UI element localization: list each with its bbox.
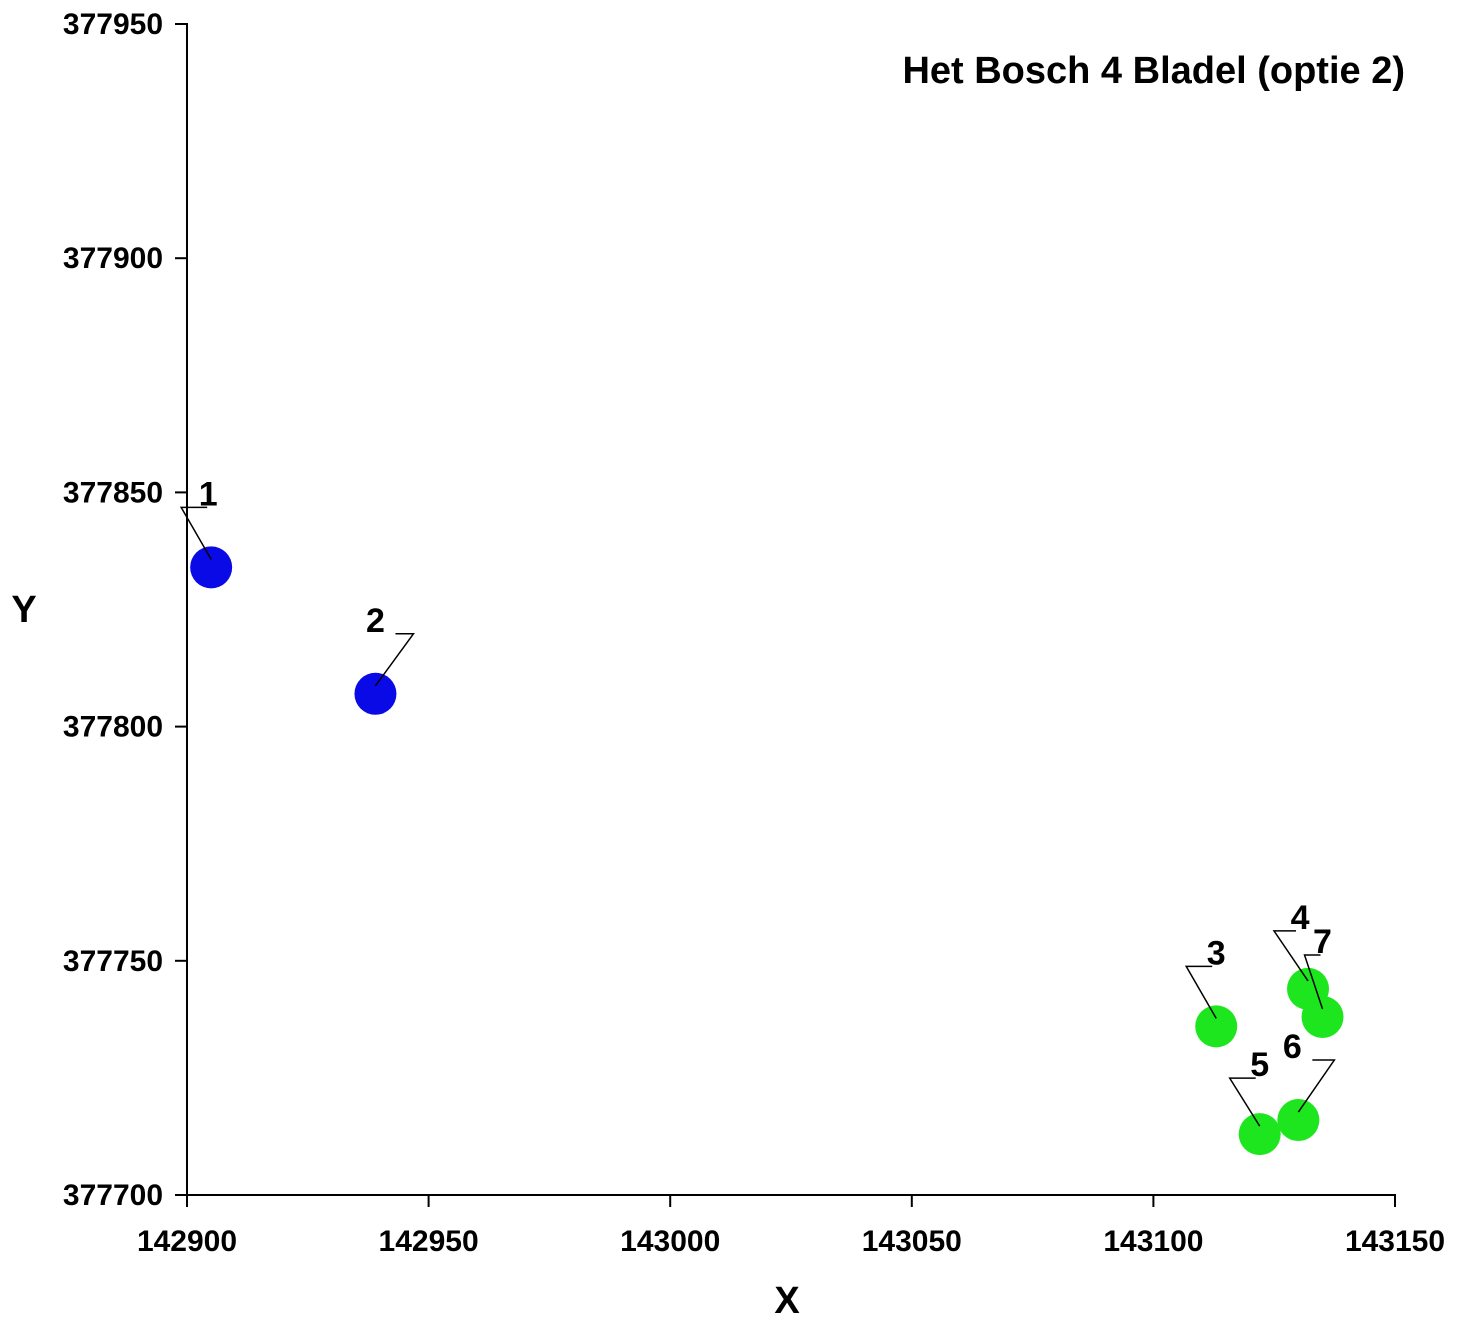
- point-label-7: 7: [1313, 923, 1332, 961]
- data-point-6: [1277, 1099, 1320, 1142]
- x-tick-label: 142950: [379, 1225, 479, 1258]
- chart-title: Het Bosch 4 Bladel (optie 2): [902, 50, 1405, 92]
- x-tick-label: 143150: [1345, 1225, 1445, 1258]
- point-label-1: 1: [199, 475, 218, 513]
- point-label-2: 2: [366, 602, 385, 640]
- point-label-4: 4: [1291, 899, 1310, 937]
- leader-line: [1303, 954, 1324, 1010]
- leader-line: [1228, 1077, 1261, 1127]
- x-tick-label: 143000: [620, 1225, 720, 1258]
- point-labels: 1 2 3 4 5 6 7: [179, 475, 1336, 1127]
- data-points: [190, 546, 1344, 1156]
- x-tick-label: 143050: [862, 1225, 962, 1258]
- data-point-2: [354, 672, 397, 715]
- data-point-5: [1238, 1113, 1281, 1156]
- leader-line: [374, 633, 415, 687]
- y-axis-title: Y: [11, 589, 36, 631]
- axes: 142900 142950 143000 143050 143100 143150 3777…: [63, 8, 1445, 1258]
- y-tick-label: 377700: [63, 1179, 163, 1212]
- point-label-6: 6: [1283, 1028, 1302, 1066]
- y-tick-label: 377800: [63, 711, 163, 744]
- y-tick-label: 377850: [63, 476, 163, 509]
- point-label-3: 3: [1207, 934, 1226, 972]
- x-tick-label: 142900: [137, 1225, 237, 1258]
- y-tick-label: 377900: [63, 242, 163, 275]
- x-axis-title: X: [774, 1280, 800, 1321]
- point-label-5: 5: [1250, 1046, 1269, 1084]
- leader-line: [1272, 930, 1309, 982]
- leader-line: [179, 506, 212, 560]
- data-point-7: [1301, 996, 1344, 1039]
- leader-line: [1184, 965, 1217, 1019]
- leader-line: [1297, 1059, 1336, 1113]
- y-tick-label: 377950: [63, 8, 163, 41]
- data-point-3: [1195, 1005, 1238, 1048]
- data-point-1: [190, 546, 233, 589]
- y-tick-label: 377750: [63, 945, 163, 978]
- x-tick-label: 143100: [1103, 1225, 1203, 1258]
